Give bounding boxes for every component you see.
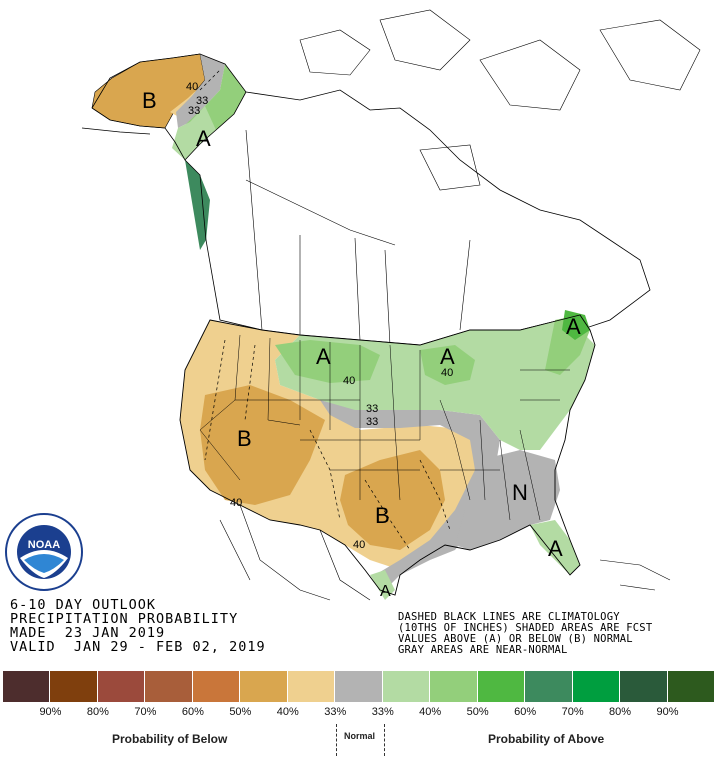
- contour-label: 40: [353, 539, 365, 551]
- note-line: DASHED BLACK LINES ARE CLIMATOLOGY: [398, 611, 620, 623]
- note-line: GRAY AREAS ARE NEAR-NORMAL: [398, 644, 568, 656]
- mexico-outline: [219, 504, 371, 601]
- noaa-logo: NOAA: [4, 512, 84, 596]
- legend-swatch: [50, 671, 98, 702]
- contour-label: 40: [343, 375, 355, 387]
- contour-label: 33: [366, 403, 378, 415]
- legend-label: 70%: [134, 706, 157, 718]
- noaa-logo-text: NOAA: [28, 539, 60, 551]
- note-line: VALUES ABOVE (A) OR BELOW (B) NORMAL: [398, 633, 633, 645]
- legend-divider: [384, 724, 385, 756]
- legend-above-label: Probability of Above: [488, 732, 605, 746]
- legend-swatch: [430, 671, 478, 702]
- southwest-below-dark: [200, 385, 325, 505]
- legend-swatch: [192, 671, 241, 702]
- legend-label: 60%: [514, 706, 537, 718]
- legend-swatch: [335, 671, 383, 702]
- region-label: A: [566, 314, 581, 339]
- canada-provinces: [245, 129, 471, 346]
- legend-swatch: [97, 671, 146, 702]
- climatology-dashed: [199, 69, 451, 551]
- region-label: B: [142, 88, 157, 113]
- legend-label: 40%: [276, 706, 299, 718]
- map-notes: DASHED BLACK LINES ARE CLIMATOLOGY (10THS…: [398, 612, 652, 656]
- legend-swatch: [620, 671, 668, 702]
- legend-swatch: [3, 671, 51, 702]
- outlook-title: 6-10 DAY OUTLOOK PRECIPITATION PROBABILIT…: [10, 598, 266, 654]
- legend-color-bar: [3, 671, 716, 702]
- alaska-outline: [81, 53, 247, 161]
- region-label: A: [440, 344, 455, 369]
- region-label: A: [196, 126, 211, 151]
- region-label: N: [512, 480, 528, 505]
- legend-label: 33%: [324, 706, 347, 718]
- alaska-normal-area: [176, 54, 225, 128]
- region-label: B: [375, 503, 390, 528]
- legend-swatch: [572, 671, 621, 702]
- legend-label: 80%: [609, 706, 632, 718]
- legend-label: 33%: [371, 706, 394, 718]
- region-label: A: [316, 344, 331, 369]
- legend-label: 80%: [86, 706, 109, 718]
- legend-label: 70%: [561, 706, 584, 718]
- legend-divider: [336, 724, 337, 756]
- legend-below-label: Probability of Below: [112, 732, 228, 746]
- note-line: (10THS OF INCHES) SHADED AREAS ARE FCST: [398, 622, 653, 634]
- legend-swatch: [667, 671, 716, 702]
- contour-label: 40: [186, 81, 198, 93]
- contour-label: 33: [196, 95, 208, 107]
- precipitation-outlook-map: B A A A A B B N A A 40 33 33 40 40 33 33…: [81, 9, 701, 601]
- title-line: MADE 23 JAN 2019: [10, 625, 166, 641]
- region-label: A: [380, 583, 391, 600]
- pacific-nw-coast-above: [185, 160, 210, 250]
- legend-label: 90%: [656, 706, 679, 718]
- conus-outline: [179, 314, 596, 596]
- legend-swatch: [477, 671, 526, 702]
- legend-swatch: [240, 671, 288, 702]
- title-line: VALID JAN 29 - FEB 02, 2019: [10, 639, 266, 655]
- legend-swatch: [145, 671, 193, 702]
- legend-swatch: [287, 671, 336, 702]
- alaska-above-light: [172, 106, 216, 160]
- canada-outline: [184, 89, 651, 346]
- legend-label: 60%: [181, 706, 204, 718]
- south-central-below-dark: [340, 450, 445, 550]
- legend-swatch: [382, 671, 431, 702]
- title-line: PRECIPITATION PROBABILITY: [10, 611, 239, 627]
- contour-label: 40: [441, 367, 453, 379]
- caribbean-outline: [599, 559, 671, 591]
- legend-label: 50%: [229, 706, 252, 718]
- contour-label: 33: [188, 105, 200, 117]
- arctic-islands: [299, 9, 701, 191]
- state-borders: [199, 334, 570, 521]
- legend-label: 90%: [39, 706, 62, 718]
- plains-normal: [320, 400, 500, 590]
- great-lakes-above: [420, 345, 475, 385]
- contour-label: 33: [366, 416, 378, 428]
- title-line: 6-10 DAY OUTLOOK: [10, 597, 157, 613]
- florida-above: [530, 520, 580, 575]
- legend-swatch: [525, 671, 573, 702]
- northern-plains-above: [275, 340, 380, 383]
- legend-normal-label: Normal: [344, 731, 376, 741]
- region-label: B: [237, 426, 252, 451]
- legend-label: 50%: [466, 706, 489, 718]
- legend-label: 40%: [419, 706, 442, 718]
- region-label: A: [548, 536, 563, 561]
- contour-label: 40: [230, 497, 242, 509]
